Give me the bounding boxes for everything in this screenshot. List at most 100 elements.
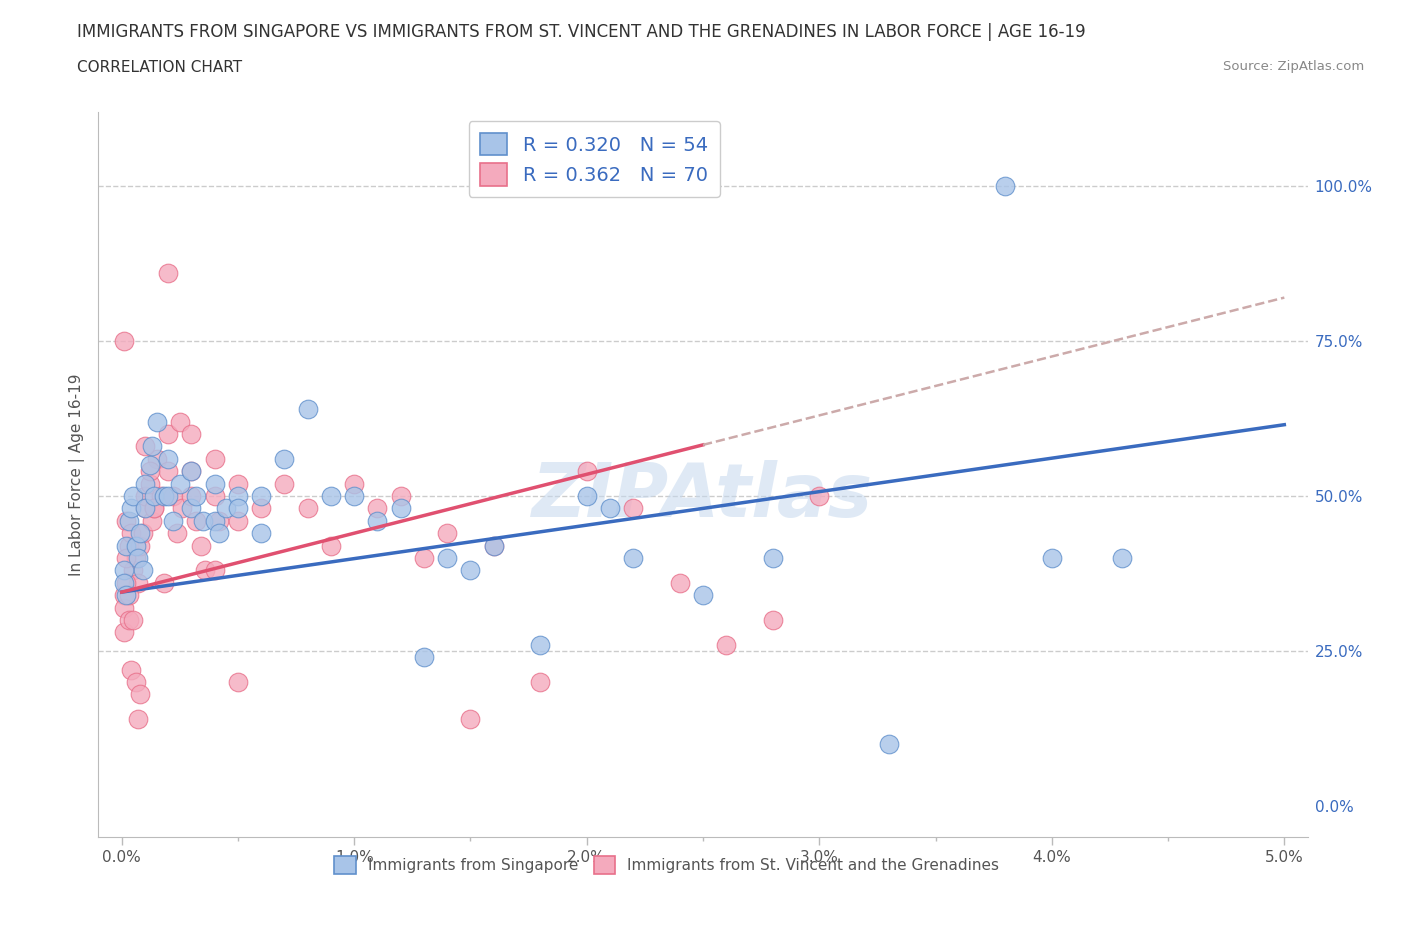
Point <box>250 488 273 503</box>
Point <box>157 488 180 503</box>
Point <box>226 488 249 503</box>
Point <box>297 501 319 516</box>
Point <box>169 414 191 429</box>
Point <box>145 414 167 429</box>
Point <box>131 563 153 578</box>
Text: Source: ZipAtlas.com: Source: ZipAtlas.com <box>1223 60 1364 73</box>
Point <box>180 464 202 479</box>
Point <box>808 488 831 503</box>
Point <box>994 179 1017 193</box>
Point <box>184 488 207 503</box>
Point <box>131 525 153 540</box>
Point <box>112 334 135 349</box>
Point <box>413 650 436 665</box>
Point <box>122 563 145 578</box>
Point <box>716 637 738 652</box>
Point <box>208 525 231 540</box>
Point <box>204 451 226 466</box>
Point <box>297 402 319 417</box>
Point <box>138 476 160 491</box>
Point <box>138 464 160 479</box>
Point <box>157 464 180 479</box>
Point <box>190 538 212 553</box>
Point <box>127 576 149 591</box>
Point <box>226 513 249 528</box>
Point <box>194 563 217 578</box>
Point <box>115 551 138 565</box>
Point <box>762 551 785 565</box>
Point <box>1040 551 1063 565</box>
Y-axis label: In Labor Force | Age 16-19: In Labor Force | Age 16-19 <box>69 373 84 576</box>
Point <box>460 563 482 578</box>
Point <box>366 501 388 516</box>
Point <box>762 613 785 628</box>
Point <box>127 551 149 565</box>
Point <box>129 687 152 702</box>
Point <box>120 525 142 540</box>
Point <box>204 563 226 578</box>
Point <box>692 588 714 603</box>
Point <box>343 488 366 503</box>
Point <box>529 637 551 652</box>
Point <box>115 513 138 528</box>
Point <box>273 476 295 491</box>
Point <box>134 501 156 516</box>
Point <box>389 501 412 516</box>
Point <box>118 513 141 528</box>
Point <box>226 501 249 516</box>
Point <box>366 513 388 528</box>
Point <box>482 538 505 553</box>
Point <box>599 501 621 516</box>
Text: IMMIGRANTS FROM SINGAPORE VS IMMIGRANTS FROM ST. VINCENT AND THE GRENADINES IN L: IMMIGRANTS FROM SINGAPORE VS IMMIGRANTS … <box>77 23 1085 41</box>
Point <box>112 588 135 603</box>
Point <box>150 488 173 503</box>
Point <box>460 711 482 726</box>
Text: ZIPAtlas: ZIPAtlas <box>533 459 873 533</box>
Point <box>319 488 342 503</box>
Point <box>621 551 644 565</box>
Point <box>208 513 231 528</box>
Point <box>143 501 166 516</box>
Point <box>120 662 142 677</box>
Point <box>343 476 366 491</box>
Point <box>204 476 226 491</box>
Point <box>115 576 138 591</box>
Point <box>436 551 458 565</box>
Point <box>180 501 202 516</box>
Point <box>112 563 135 578</box>
Point <box>118 538 141 553</box>
Point <box>204 513 226 528</box>
Point <box>169 476 191 491</box>
Point <box>180 464 202 479</box>
Point <box>134 476 156 491</box>
Point <box>141 439 163 454</box>
Point <box>138 458 160 472</box>
Point <box>134 439 156 454</box>
Point <box>120 501 142 516</box>
Point <box>157 451 180 466</box>
Point <box>250 501 273 516</box>
Point <box>575 488 598 503</box>
Point <box>118 613 141 628</box>
Point <box>124 538 146 553</box>
Point <box>1111 551 1133 565</box>
Point <box>250 525 273 540</box>
Point <box>129 538 152 553</box>
Point <box>319 538 342 553</box>
Point <box>127 711 149 726</box>
Point <box>122 488 145 503</box>
Point <box>143 501 166 516</box>
Point <box>145 451 167 466</box>
Point <box>124 551 146 565</box>
Text: CORRELATION CHART: CORRELATION CHART <box>77 60 242 75</box>
Point <box>621 501 644 516</box>
Point <box>134 501 156 516</box>
Point <box>134 488 156 503</box>
Point <box>215 501 238 516</box>
Point <box>122 613 145 628</box>
Point <box>129 525 152 540</box>
Point <box>877 737 900 751</box>
Point <box>413 551 436 565</box>
Point <box>529 674 551 689</box>
Point <box>172 501 194 516</box>
